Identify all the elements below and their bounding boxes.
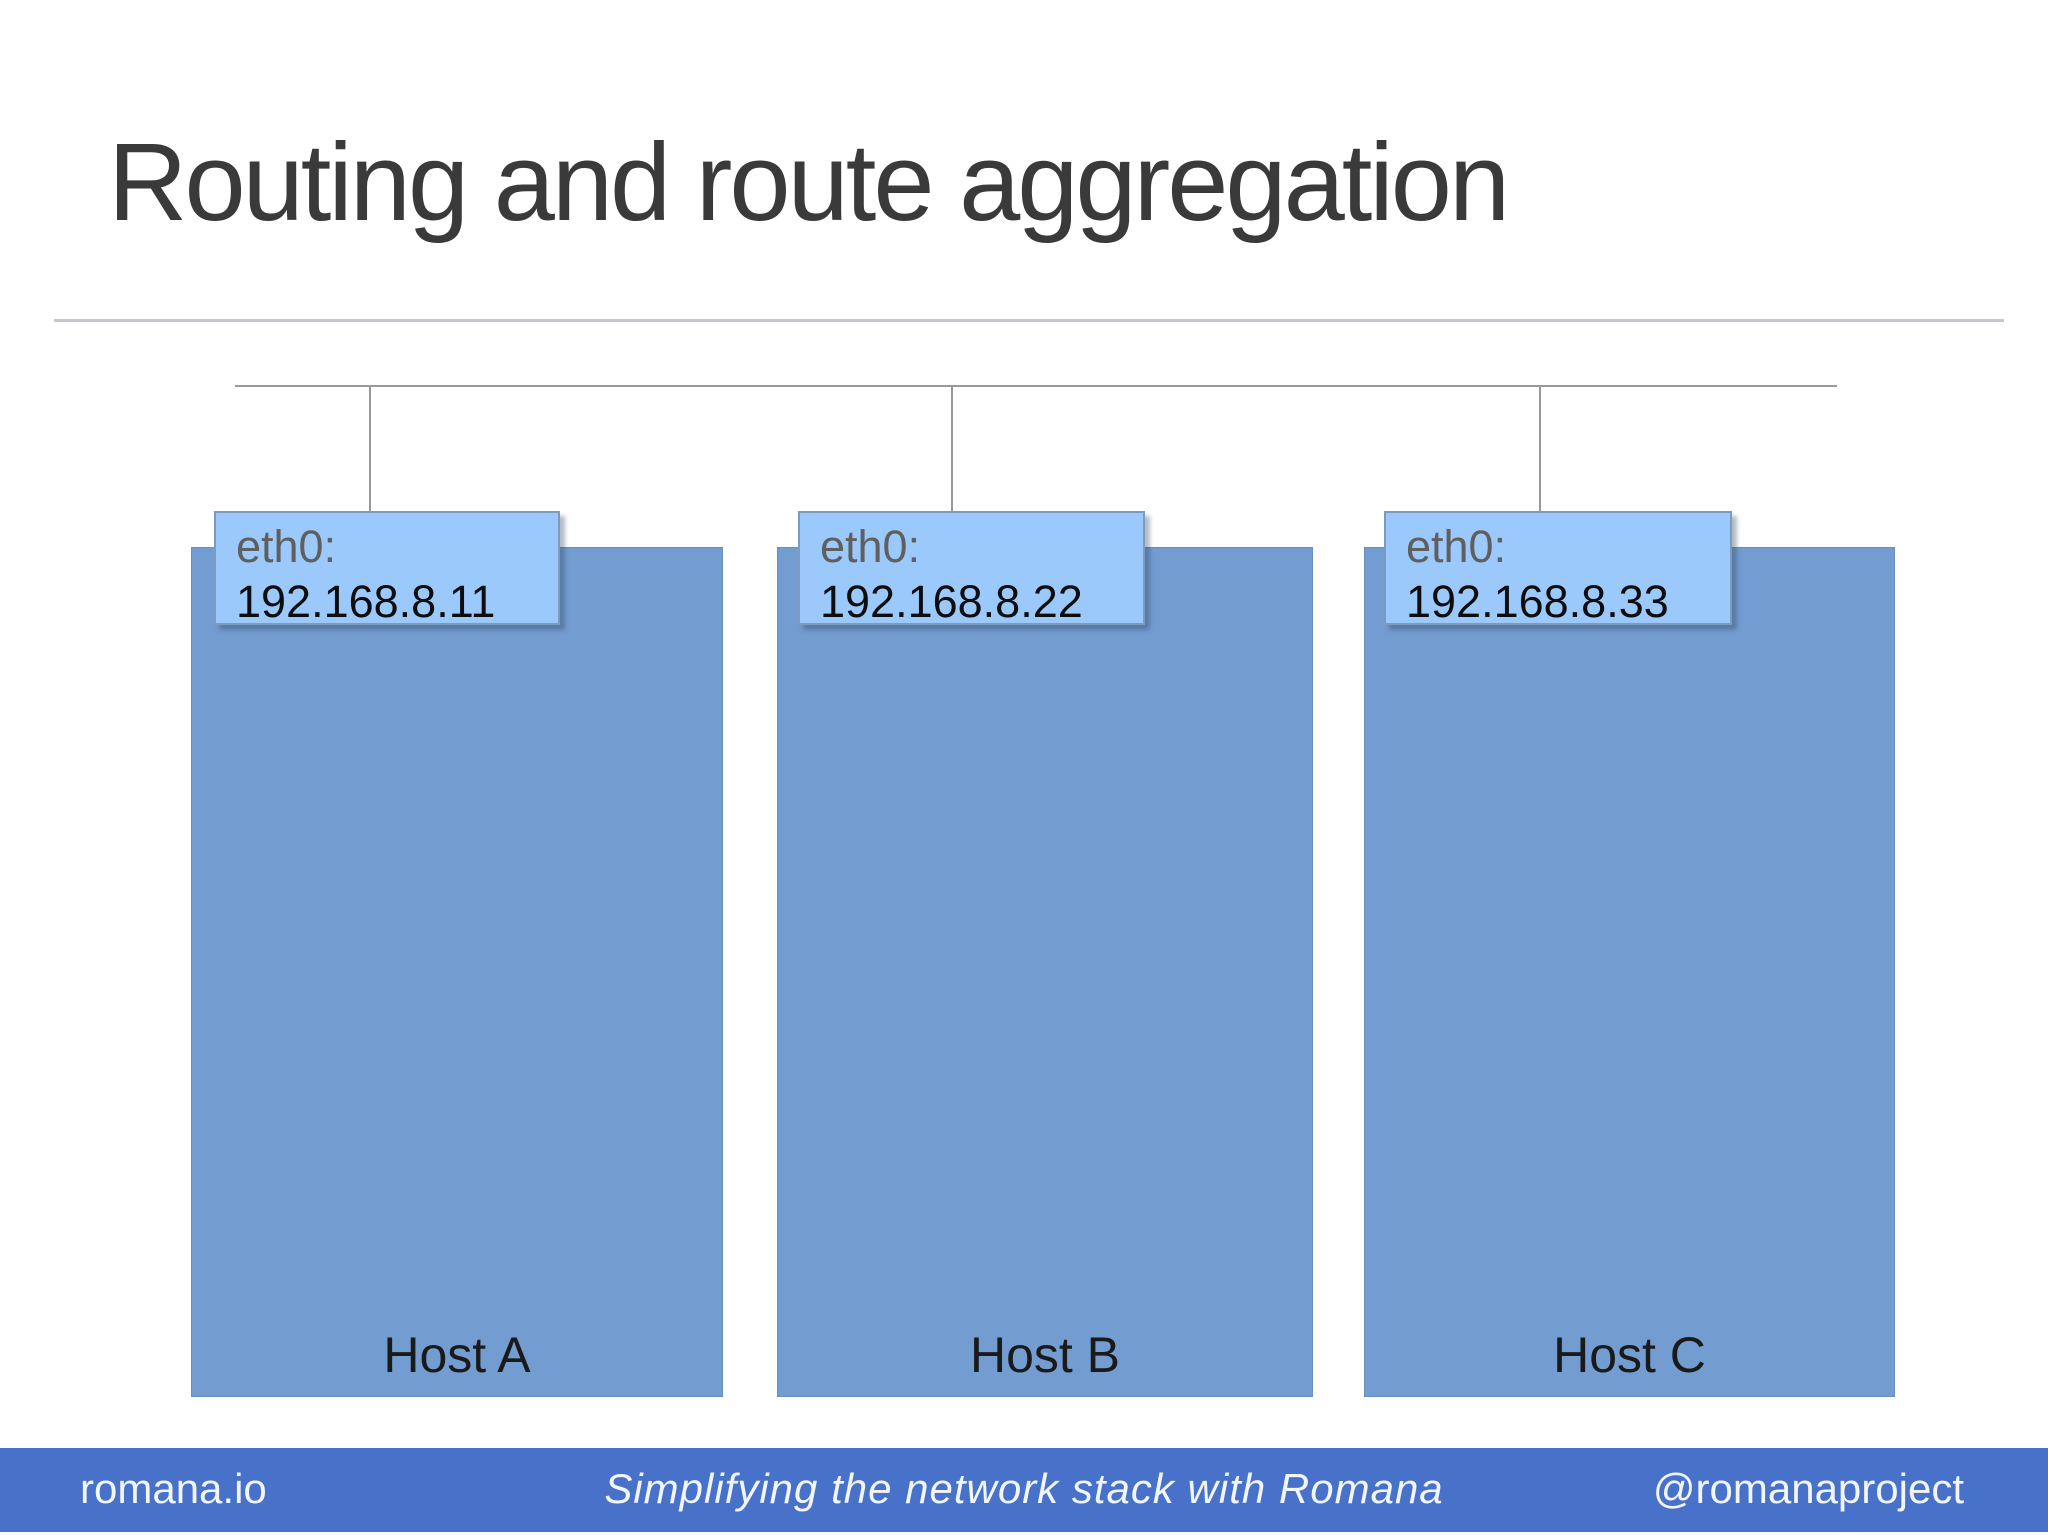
host-name-label: Host C [1553, 1327, 1706, 1383]
host-name-label: Host A [383, 1327, 531, 1383]
eth0-label-host-b: eth0: 192.168.8.22 [798, 511, 1145, 627]
footer-twitter-handle: @romanaproject [1652, 1465, 1964, 1513]
host-name-label: Host B [969, 1327, 1121, 1383]
eth0-label-host-a: eth0: 192.168.8.11 [214, 511, 560, 627]
interface-name: eth0: [1406, 521, 1507, 572]
interface-ip: 192.168.8.22 [820, 576, 1083, 627]
interface-name: eth0: [236, 521, 337, 572]
interface-ip: 192.168.8.33 [1406, 576, 1669, 627]
footer-site-url: romana.io [80, 1465, 267, 1513]
connector-line-host-b [951, 386, 953, 512]
connector-line-host-c [1539, 386, 1541, 512]
title-divider [54, 319, 2004, 322]
connector-line-host-a [369, 386, 371, 512]
host-box-a: Host A [191, 547, 723, 1397]
slide-title: Routing and route aggregation [108, 121, 1510, 244]
host-box-b: Host B [777, 547, 1313, 1397]
footer-bar: romana.io Simplifying the network stack … [0, 1448, 2048, 1532]
host-box-c: Host C [1364, 547, 1895, 1397]
eth0-label-host-c: eth0: 192.168.8.33 [1384, 511, 1732, 627]
interface-name: eth0: [820, 521, 921, 572]
footer-tagline: Simplifying the network stack with Roman… [604, 1465, 1444, 1513]
network-bus-line [235, 385, 1837, 387]
interface-ip: 192.168.8.11 [236, 576, 496, 627]
